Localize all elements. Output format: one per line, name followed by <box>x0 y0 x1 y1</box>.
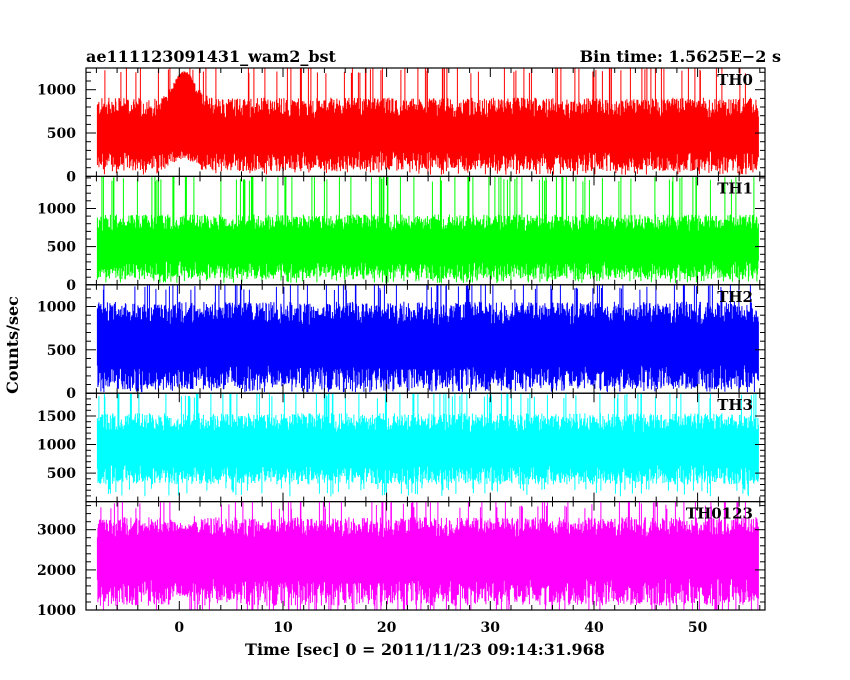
x-axis: 0 10 20 30 40 50 <box>174 620 707 636</box>
panel-frame <box>85 501 766 611</box>
y-tick-label: 500 <box>47 240 76 256</box>
y-tick-label: 1000 <box>37 202 76 218</box>
y-tick-label: 500 <box>47 126 76 142</box>
series-th1 <box>96 176 759 284</box>
x-tick-label: 0 <box>174 620 184 636</box>
panel-label-th3: TH3 <box>717 396 753 414</box>
y-tick-label: 1000 <box>37 300 76 316</box>
y-tick-label: 1000 <box>37 83 76 99</box>
panel-label-th0123: TH0123 <box>686 505 753 523</box>
y-tick-label: 0 <box>66 278 76 294</box>
series-th3 <box>96 393 759 497</box>
y-tick-label: 1000 <box>37 438 76 454</box>
y-tick-label: 500 <box>47 343 76 359</box>
y-tick-label: 2000 <box>37 563 76 579</box>
y-tick-label: 0 <box>66 386 76 402</box>
x-tick-label: 50 <box>688 620 708 636</box>
y-tick-label: 1000 <box>37 603 76 619</box>
panel-th2: 0 500 1000 TH2 <box>37 284 766 402</box>
y-tick-label: 500 <box>47 466 76 482</box>
y-tick-label: 0 <box>66 169 76 185</box>
series-th0123 <box>96 501 759 610</box>
panel-th3: 500 1000 1500 TH3 <box>37 392 766 503</box>
bin-time-label: Bin time: 1.5625E−2 s <box>580 47 781 66</box>
chart-title: ae111123091431_wam2_bst <box>86 47 337 66</box>
panel-th0: 0 500 1000 TH0 <box>37 67 766 185</box>
x-tick-label: 10 <box>273 620 293 636</box>
y-axis-label: Counts/sec <box>3 296 22 394</box>
series-th0 <box>96 68 759 175</box>
y-tick-label: 3000 <box>37 523 76 539</box>
series-th2 <box>96 284 759 393</box>
x-tick-label: 20 <box>377 620 397 636</box>
panel-th1: 0 500 1000 TH1 <box>37 175 766 294</box>
panel-label-th0: TH0 <box>717 71 753 89</box>
y-tick-label: 1500 <box>37 409 76 425</box>
x-tick-label: 40 <box>584 620 604 636</box>
x-tick-label: 30 <box>481 620 501 636</box>
panels: 0 500 1000 TH0 0 500 1000 TH1 0 500 1000 TH2 500 1000… <box>37 67 766 619</box>
panel-th0123: 1000 2000 3000 TH0123 <box>37 501 766 619</box>
panel-label-th1: TH1 <box>717 179 753 197</box>
x-axis-label: Time [sec] 0 = 2011/11/23 09:14:31.968 <box>245 640 605 659</box>
panel-label-th2: TH2 <box>717 288 753 306</box>
